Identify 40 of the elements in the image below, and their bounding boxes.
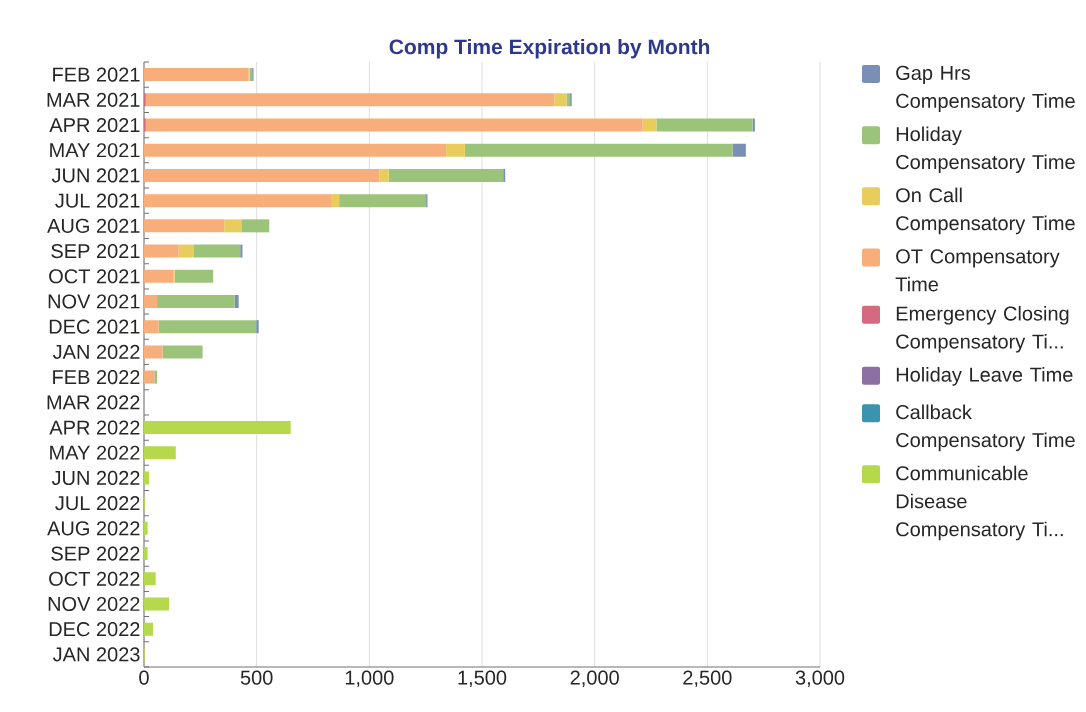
y-tick-label: DEC 2021 <box>49 319 140 334</box>
y-tick-label: JUN 2022 <box>51 470 140 486</box>
y-tick-label: JUL 2021 <box>55 193 140 208</box>
y-tick-label: DEC 2022 <box>49 622 140 637</box>
legend-label: Holiday Leave Time <box>896 367 1073 386</box>
y-tick-label: APR 2021 <box>49 117 140 133</box>
chart-title: Comp Time Expiration by Month <box>389 38 710 59</box>
y-tick-label: NOV 2022 <box>48 596 140 612</box>
legend-label: Communicable Disease Compensatory Ti... <box>896 465 1063 541</box>
y-tick-label: JAN 2023 <box>52 647 140 662</box>
legend-label: Callback Compensatory Time <box>896 404 1075 452</box>
legend-label: Holiday Compensatory Time <box>896 126 1075 174</box>
x-tick-label: 1,000 <box>345 670 394 688</box>
y-tick-label: JAN 2022 <box>52 344 140 359</box>
legend-label: Gap Hrs Compensatory Time <box>896 65 1075 112</box>
x-tick-label: 0 <box>139 670 149 685</box>
y-tick-label: AUG 2021 <box>47 218 140 233</box>
y-tick-label: APR 2022 <box>49 420 140 435</box>
x-tick-label: 2,500 <box>683 670 732 688</box>
y-tick-label: MAR 2022 <box>47 395 140 410</box>
legend-label: Emergency Closing Compensatory Ti... <box>896 305 1069 353</box>
y-tick-label: OCT 2021 <box>49 269 140 284</box>
legend-label: On Call Compensatory Time <box>896 187 1075 235</box>
y-tick-label: JUL 2022 <box>55 496 140 511</box>
x-tick-label: 1,500 <box>458 670 507 688</box>
y-tick-label: MAR 2021 <box>47 92 140 107</box>
y-tick-label: JUN 2021 <box>51 168 140 183</box>
y-tick-label: OCT 2022 <box>49 571 140 586</box>
y-tick-label: SEP 2021 <box>51 243 140 259</box>
y-tick-label: MAY 2021 <box>50 143 140 158</box>
legend-label: OT Compensatory Time <box>895 249 1060 292</box>
x-tick-label: 2,000 <box>570 670 619 688</box>
x-tick-label: 500 <box>240 670 273 685</box>
x-tick-label: 3,000 <box>795 670 845 688</box>
y-tick-label: SEP 2022 <box>51 546 140 561</box>
y-tick-label: FEB 2021 <box>53 67 140 82</box>
y-tick-label: FEB 2022 <box>53 370 140 385</box>
y-tick-label: NOV 2021 <box>48 294 140 309</box>
y-tick-label: MAY 2022 <box>50 445 140 460</box>
y-tick-label: AUG 2022 <box>47 521 140 536</box>
